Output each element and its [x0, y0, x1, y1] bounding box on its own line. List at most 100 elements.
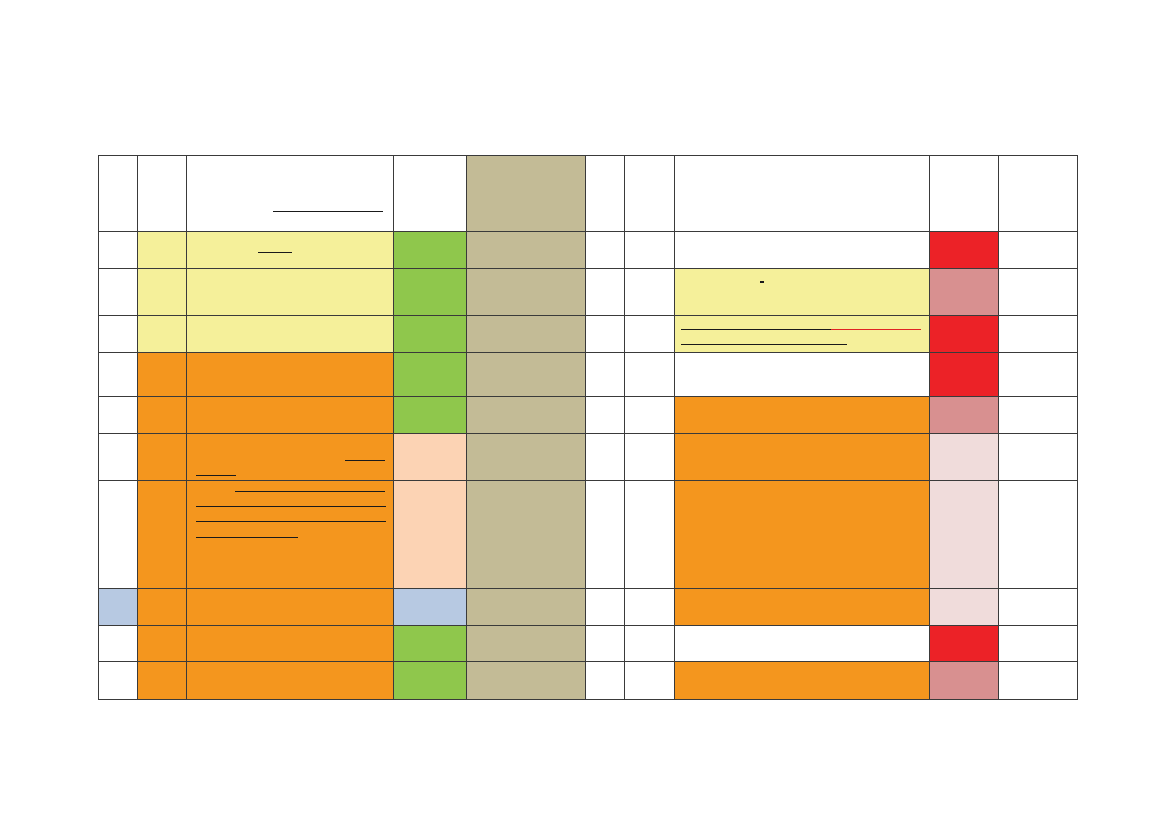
table-cell [625, 481, 675, 589]
table-cell [999, 626, 1078, 662]
table-cell [138, 155, 187, 232]
underline-mark [258, 252, 292, 253]
table-cell [930, 232, 999, 269]
table-cell [98, 232, 138, 269]
table-cell [586, 353, 625, 397]
table-cell [625, 155, 675, 232]
table-cell [586, 626, 625, 662]
table-cell [999, 269, 1078, 316]
table-cell [930, 626, 999, 662]
table-cell [930, 589, 999, 626]
table-cell [138, 353, 187, 397]
table-cell [930, 155, 999, 232]
underline-mark [235, 491, 385, 492]
underline-mark [345, 460, 385, 461]
table-cell [394, 353, 467, 397]
table-cell [675, 397, 930, 434]
table-cell [930, 434, 999, 481]
table-cell [394, 155, 467, 232]
table-cell [625, 269, 675, 316]
table-cell [138, 232, 187, 269]
table-cell [187, 353, 394, 397]
table-cell [586, 269, 625, 316]
table-cell [625, 589, 675, 626]
table-cell [930, 397, 999, 434]
underline-mark [196, 521, 386, 522]
table-cell [98, 662, 138, 700]
table-cell [586, 316, 625, 353]
underline-mark [681, 329, 831, 330]
table-cell [138, 316, 187, 353]
table-cell [625, 353, 675, 397]
table-cell [586, 397, 625, 434]
table-cell [625, 316, 675, 353]
table-cell [187, 662, 394, 700]
table-cell [675, 269, 930, 316]
table-cell [675, 434, 930, 481]
table-cell [625, 662, 675, 700]
table-cell [625, 232, 675, 269]
table-cell [467, 353, 586, 397]
table-cell [999, 434, 1078, 481]
table-cell [675, 626, 930, 662]
table-cell [930, 353, 999, 397]
table-cell [98, 589, 138, 626]
table-cell [98, 269, 138, 316]
table-cell [999, 155, 1078, 232]
table-cell [675, 316, 930, 353]
table-cell [625, 434, 675, 481]
table-cell [98, 434, 138, 481]
table-cell [467, 662, 586, 700]
dash-mark [760, 281, 764, 283]
table-cell [625, 626, 675, 662]
table-cell [675, 155, 930, 232]
table-cell [187, 269, 394, 316]
table-cell [675, 662, 930, 700]
table-cell [187, 397, 394, 434]
table-cell [98, 626, 138, 662]
table-cell [394, 269, 467, 316]
table-cell [999, 232, 1078, 269]
table-cell [467, 589, 586, 626]
table-cell [187, 232, 394, 269]
table-cell [187, 316, 394, 353]
underline-mark [196, 506, 386, 507]
table-cell [394, 626, 467, 662]
table-cell [394, 316, 467, 353]
table-cell [138, 434, 187, 481]
table-cell [930, 662, 999, 700]
table-cell [394, 481, 467, 589]
table-cell [138, 269, 187, 316]
table-cell [98, 353, 138, 397]
table-cell [138, 662, 187, 700]
table-cell [98, 155, 138, 232]
table-cell [999, 589, 1078, 626]
table-cell [675, 589, 930, 626]
table-cell [675, 232, 930, 269]
table-cell [187, 481, 394, 589]
table-cell [138, 397, 187, 434]
table-cell [586, 662, 625, 700]
underline-mark [273, 211, 383, 212]
table-cell [586, 232, 625, 269]
table-cell [467, 481, 586, 589]
table-cell [187, 434, 394, 481]
table-cell [586, 155, 625, 232]
table-cell [138, 481, 187, 589]
table-cell [999, 662, 1078, 700]
table-cell [467, 626, 586, 662]
table-cell [930, 316, 999, 353]
table-cell [138, 589, 187, 626]
table-cell [394, 434, 467, 481]
table-cell [586, 481, 625, 589]
table-cell [138, 626, 187, 662]
table-cell [98, 481, 138, 589]
table-cell [999, 397, 1078, 434]
table-cell [467, 269, 586, 316]
table-cell [625, 397, 675, 434]
table-cell [467, 397, 586, 434]
table-cell [467, 316, 586, 353]
table-cell [675, 353, 930, 397]
table-cell [930, 481, 999, 589]
underline-mark [831, 329, 921, 330]
